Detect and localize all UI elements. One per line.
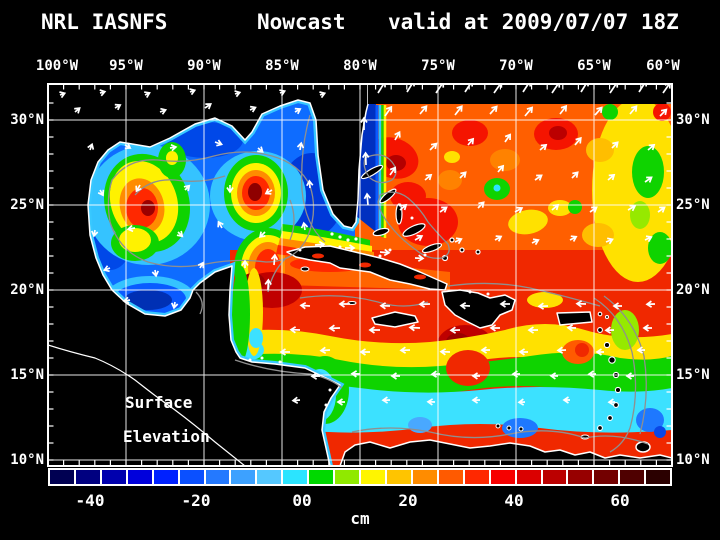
pacific-coastline (48, 344, 246, 466)
colorbar-units: cm (350, 509, 370, 528)
colorbar-cell (542, 470, 567, 484)
lat-label: 15°N (676, 367, 710, 383)
colorbar-cell (412, 470, 437, 484)
colorbar-tick: -20 (181, 491, 211, 510)
lat-label: 30°N (676, 112, 710, 128)
colorbar-cell (257, 470, 282, 484)
colorbar-cell (646, 470, 671, 484)
annotation-variable-line1: Surface (125, 393, 193, 412)
title-validtime: valid at 2009/07/07 18Z (388, 10, 679, 34)
lat-label: 20°N (10, 282, 44, 298)
cuba-lowland-specks (312, 253, 426, 280)
puerto-rico (556, 311, 593, 326)
colorbar-cell (464, 470, 489, 484)
colorbar-tick: 20 (398, 491, 418, 510)
lon-label: 100°W (35, 58, 79, 74)
colorbar-cell (516, 470, 541, 484)
colorbar-cell (438, 470, 463, 484)
colorbar-cell (490, 470, 515, 484)
lon-label: 65°W (577, 58, 611, 74)
lat-label: 20°N (676, 282, 710, 298)
north-america-land (48, 84, 369, 466)
colorbar-cell (205, 470, 230, 484)
colorbar-cell (309, 470, 334, 484)
lon-label: 85°W (265, 58, 299, 74)
colorbar-cell (179, 470, 204, 484)
colorbar-cell (75, 470, 100, 484)
colorbar-cell (335, 470, 360, 484)
colorbar-tick: 00 (292, 491, 312, 510)
colorbar-cell (620, 470, 645, 484)
colorbar-cell (231, 470, 256, 484)
colorbar-cell (361, 470, 385, 484)
lon-label: 90°W (187, 58, 221, 74)
lat-label: 25°N (676, 197, 710, 213)
colorbar-cell (594, 470, 619, 484)
colorbar-cell (153, 470, 178, 484)
map-frame (47, 83, 673, 467)
lon-label: 80°W (343, 58, 377, 74)
colorbar-cell (283, 470, 308, 484)
jamaica (371, 311, 419, 328)
colorbar-cell (101, 470, 126, 484)
lon-label: 70°W (499, 58, 533, 74)
colorbar-tick: 60 (610, 491, 630, 510)
colorbar-cell (386, 470, 411, 484)
colorbar-tick: 40 (504, 491, 524, 510)
title-product: Nowcast (257, 10, 346, 34)
colorbar-cell (568, 470, 593, 484)
lon-label: 60°W (646, 58, 680, 74)
annotation-variable-line2: Elevation (123, 427, 210, 446)
lat-label: 25°N (10, 197, 44, 213)
current-vectors (59, 84, 671, 406)
colorbar-cell (127, 470, 152, 484)
colorbar-tick: -40 (75, 491, 105, 510)
no-data-band (368, 84, 672, 104)
lat-label: 10°N (10, 452, 44, 468)
hispaniola (441, 289, 516, 329)
title-model: NRL IASNFS (41, 10, 168, 34)
lat-label: 30°N (10, 112, 44, 128)
lon-label: 95°W (109, 58, 143, 74)
lat-label: 15°N (10, 367, 44, 383)
lat-label: 10°N (676, 452, 710, 468)
colorbar (48, 468, 672, 486)
colorbar-cell (50, 470, 74, 484)
lon-label: 75°W (421, 58, 455, 74)
